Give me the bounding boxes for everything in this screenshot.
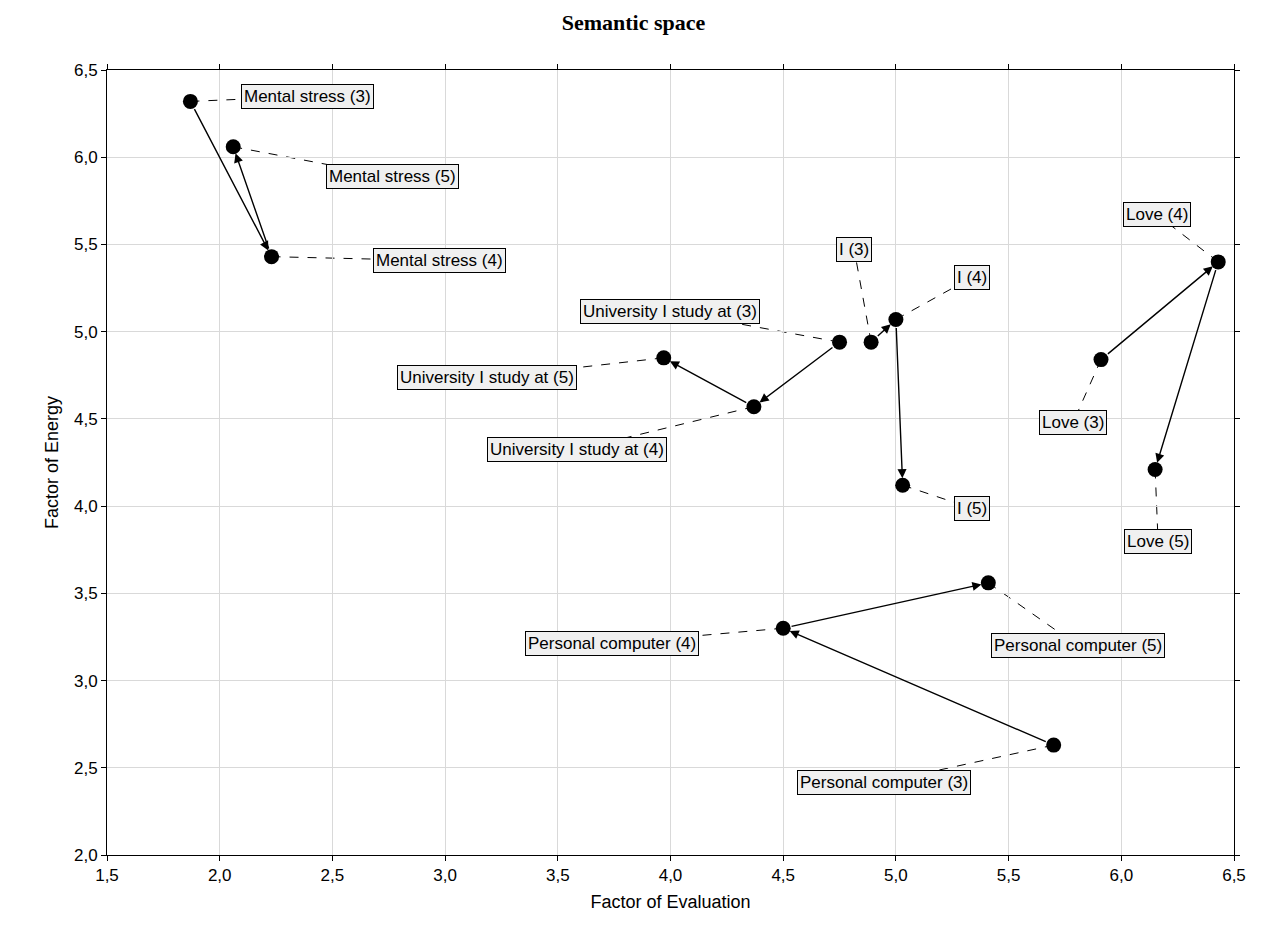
svg-text:4,0: 4,0: [659, 866, 683, 885]
svg-text:I (3): I (3): [839, 240, 869, 259]
svg-text:Mental stress (4): Mental stress (4): [376, 251, 503, 270]
svg-text:4,5: 4,5: [771, 866, 795, 885]
svg-text:Love (4): Love (4): [1126, 205, 1188, 224]
svg-text:6,5: 6,5: [74, 61, 98, 80]
svg-text:4,5: 4,5: [74, 410, 98, 429]
svg-text:University I study at (3): University I study at (3): [583, 302, 757, 321]
svg-text:1,5: 1,5: [95, 866, 119, 885]
svg-text:Mental stress (3): Mental stress (3): [244, 87, 371, 106]
svg-text:Factor of Evaluation: Factor of Evaluation: [590, 892, 750, 912]
svg-text:5,0: 5,0: [74, 323, 98, 342]
svg-text:3,5: 3,5: [546, 866, 570, 885]
svg-text:2,5: 2,5: [74, 759, 98, 778]
svg-text:Love (3): Love (3): [1042, 413, 1104, 432]
svg-text:Personal computer (4): Personal computer (4): [528, 634, 696, 653]
svg-text:Personal computer (5): Personal computer (5): [994, 636, 1162, 655]
svg-text:2,5: 2,5: [321, 866, 345, 885]
svg-text:Personal computer (3): Personal computer (3): [800, 773, 968, 792]
svg-text:2,0: 2,0: [208, 866, 232, 885]
svg-text:3,0: 3,0: [74, 672, 98, 691]
svg-text:6,5: 6,5: [1222, 866, 1246, 885]
svg-text:5,5: 5,5: [74, 235, 98, 254]
svg-text:Factor of Energy: Factor of Energy: [42, 396, 62, 529]
svg-text:3,0: 3,0: [433, 866, 457, 885]
svg-text:4,0: 4,0: [74, 497, 98, 516]
svg-text:I (5): I (5): [957, 499, 987, 518]
svg-text:5,5: 5,5: [997, 866, 1021, 885]
svg-text:Mental stress (5): Mental stress (5): [329, 167, 456, 186]
svg-text:2,0: 2,0: [74, 846, 98, 865]
svg-text:I (4): I (4): [957, 268, 987, 287]
svg-text:University I study at (4): University I study at (4): [490, 440, 664, 459]
svg-text:6,0: 6,0: [1109, 866, 1133, 885]
svg-text:University I study at (5): University I study at (5): [400, 368, 574, 387]
svg-text:Semantic space: Semantic space: [562, 10, 706, 35]
svg-text:5,0: 5,0: [884, 866, 908, 885]
svg-text:Love (5): Love (5): [1127, 532, 1189, 551]
svg-text:3,5: 3,5: [74, 584, 98, 603]
svg-text:6,0: 6,0: [74, 148, 98, 167]
